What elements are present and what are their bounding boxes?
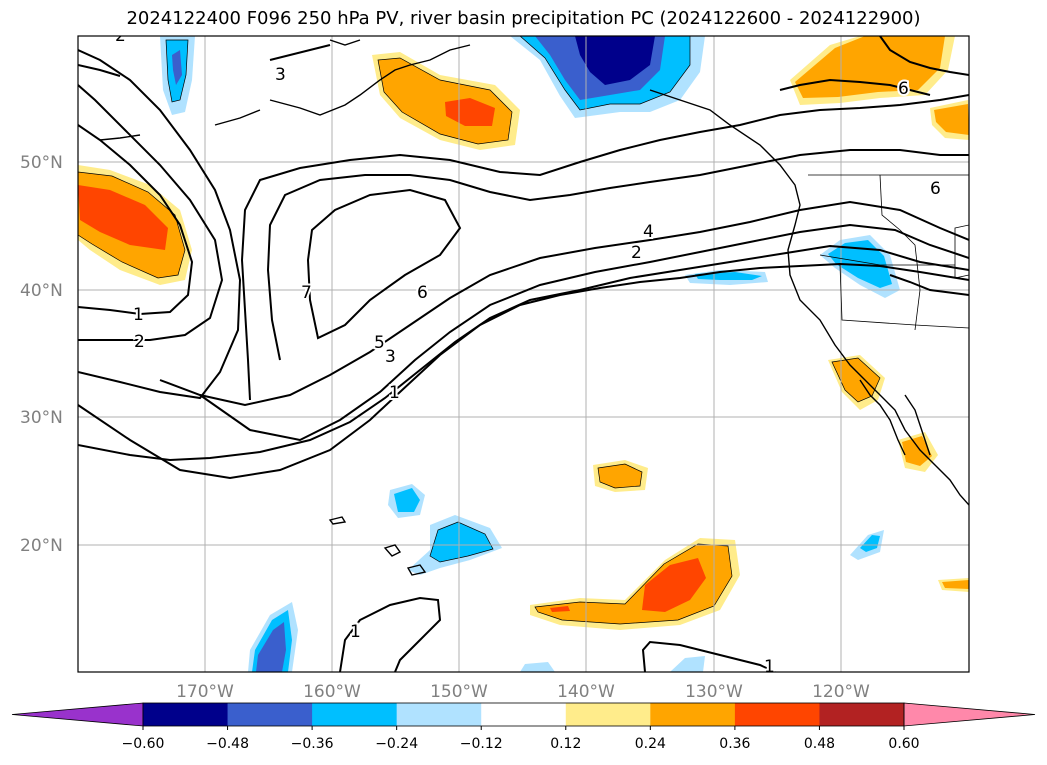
lat-label: 30°N bbox=[20, 408, 63, 428]
colorbar-tick-label: 0.36 bbox=[719, 736, 750, 752]
colorbar-segment bbox=[227, 703, 313, 726]
lon-label: 130°W bbox=[685, 682, 743, 702]
contour-label: 7 bbox=[301, 283, 312, 303]
colorbar-segment bbox=[396, 703, 482, 726]
lon-label: 140°W bbox=[557, 682, 615, 702]
colorbar-outline bbox=[142, 702, 905, 727]
contour-label: 2 bbox=[115, 26, 126, 46]
latitude-labels: 50°N 40°N 30°N 20°N bbox=[20, 153, 63, 556]
pv-contour bbox=[641, 640, 776, 672]
colorbar-tick-label: −0.12 bbox=[460, 736, 503, 752]
contour-label: 4 bbox=[643, 222, 654, 242]
pv-contour bbox=[199, 223, 969, 442]
pv-contours bbox=[78, 36, 969, 672]
colorbar-segment bbox=[312, 703, 398, 726]
colorbar-extend-low bbox=[11, 702, 144, 727]
colorbar-extend-high bbox=[903, 702, 1036, 727]
contour-label: 6 bbox=[417, 283, 428, 303]
shading-outline bbox=[78, 36, 881, 625]
plot-area: 1 2 3 4 5 6 7 1 2 1 1 3 6 6 2 bbox=[78, 26, 969, 677]
contour-label: 6 bbox=[898, 79, 909, 99]
plot-frame bbox=[77, 35, 970, 673]
contour-label: 1 bbox=[133, 305, 144, 325]
contour-label: 6 bbox=[930, 179, 941, 199]
pv-contour bbox=[78, 262, 969, 480]
longitude-labels: 170°W 160°W 150°W 140°W 130°W 120°W bbox=[176, 682, 870, 702]
lon-label: 150°W bbox=[430, 682, 488, 702]
colorbar-tick-label: 0.12 bbox=[550, 736, 581, 752]
pv-contour bbox=[78, 64, 121, 77]
colorbar-segment bbox=[481, 703, 567, 726]
colorbar-segment bbox=[734, 703, 820, 726]
pv-contour bbox=[78, 244, 969, 462]
contour-label: 2 bbox=[134, 332, 145, 352]
contour-label: 5 bbox=[374, 333, 385, 353]
colorbar-tick-label: −0.36 bbox=[291, 736, 334, 752]
contour-labels: 1 2 3 4 5 6 7 1 2 1 1 3 6 6 2 bbox=[113, 26, 943, 677]
neg-anomaly-region bbox=[520, 662, 555, 672]
colorbar-tick-label: 0.24 bbox=[635, 736, 666, 752]
precip-shading bbox=[78, 36, 969, 672]
pv-contour bbox=[78, 84, 224, 341]
contour-label: 1 bbox=[764, 657, 775, 677]
colorbar-segment bbox=[819, 703, 905, 726]
colorbar-tick-label: −0.48 bbox=[206, 736, 249, 752]
colorbar-tick-label: −0.60 bbox=[122, 736, 165, 752]
pv-contour bbox=[78, 124, 194, 316]
colorbar: −0.60 −0.48 −0.36 −0.24 −0.12 0.12 0.24 0.36 0.4… bbox=[11, 702, 1036, 752]
map-title: 2024122400 F096 250 hPa PV, river basin … bbox=[126, 8, 921, 29]
pv-contour bbox=[266, 149, 969, 361]
lat-label: 20°N bbox=[20, 536, 63, 556]
pv-contour bbox=[159, 200, 969, 407]
colorbar-tick-label: 0.60 bbox=[888, 736, 919, 752]
borders bbox=[808, 174, 969, 331]
contour-label: 2 bbox=[631, 243, 642, 263]
pv-contour bbox=[779, 78, 931, 96]
contour-label: 1 bbox=[389, 383, 400, 403]
pv-contour bbox=[339, 596, 442, 672]
lon-label: 170°W bbox=[176, 682, 234, 702]
pv-contour bbox=[269, 44, 331, 61]
pv-contour bbox=[306, 188, 462, 340]
colorbar-segment bbox=[143, 703, 229, 726]
colorbar-tick-label: 0.48 bbox=[804, 736, 835, 752]
pv-contour bbox=[889, 274, 969, 296]
pv-contour bbox=[78, 49, 242, 400]
colorbar-segment bbox=[565, 703, 651, 726]
lat-label: 40°N bbox=[20, 281, 63, 301]
pv-contour bbox=[879, 36, 969, 76]
contour-label: 3 bbox=[385, 347, 396, 367]
lon-label: 120°W bbox=[812, 682, 870, 702]
contour-label: 1 bbox=[350, 622, 361, 642]
lon-label: 160°W bbox=[303, 682, 361, 702]
colorbar-segment bbox=[650, 703, 736, 726]
coastlines bbox=[99, 39, 969, 576]
pv-contour bbox=[240, 94, 969, 401]
contour-label: 3 bbox=[275, 65, 286, 85]
lat-label: 50°N bbox=[20, 153, 63, 173]
colorbar-tick-label: −0.24 bbox=[375, 736, 418, 752]
